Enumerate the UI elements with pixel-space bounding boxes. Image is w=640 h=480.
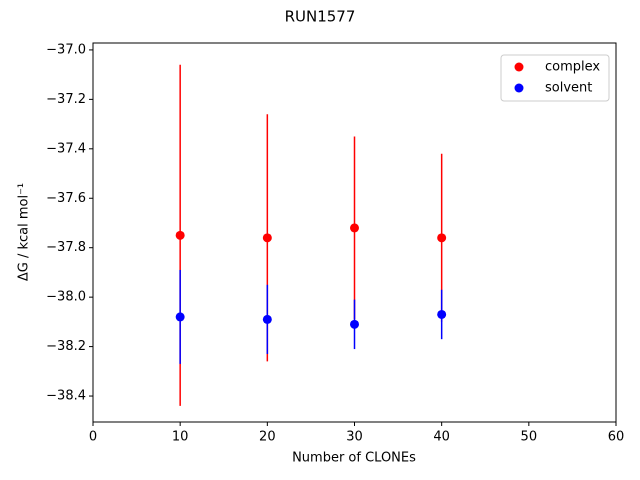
- point: [350, 319, 359, 329]
- legend-marker: [514, 62, 524, 72]
- point: [175, 312, 185, 322]
- y-tick-label: −38.2: [46, 339, 86, 354]
- point: [350, 223, 359, 233]
- point: [262, 233, 272, 243]
- y-axis-label: ΔG / kcal mol⁻¹: [17, 183, 32, 281]
- y-tick-label: −38.0: [46, 290, 86, 305]
- legend-marker: [514, 83, 524, 93]
- y-tick-label: −38.4: [46, 389, 86, 404]
- y-tick-label: −37.4: [46, 141, 86, 156]
- legend-label: solvent: [545, 81, 592, 96]
- y-tick-label: −37.6: [46, 191, 86, 206]
- x-axis-label: Number of CLONEs: [292, 451, 416, 466]
- x-tick-label: 60: [608, 430, 625, 445]
- x-tick-label: 20: [259, 430, 276, 445]
- legend-box: [500, 54, 610, 102]
- x-tick-label: 30: [346, 430, 363, 445]
- point: [175, 230, 185, 240]
- y-tick-label: −37.8: [46, 240, 86, 255]
- axes-frame: [92, 42, 617, 423]
- point: [437, 233, 447, 243]
- y-tick-label: −37.2: [46, 92, 86, 107]
- point: [262, 314, 272, 324]
- chart-title: RUN1577: [285, 8, 356, 26]
- x-tick-label: 0: [89, 430, 97, 445]
- legend-label: complex: [545, 60, 600, 75]
- y-tick-label: −37.0: [46, 42, 86, 57]
- x-tick-label: 50: [521, 430, 538, 445]
- x-tick-label: 10: [172, 430, 189, 445]
- point: [437, 309, 447, 319]
- x-tick-label: 40: [433, 430, 450, 445]
